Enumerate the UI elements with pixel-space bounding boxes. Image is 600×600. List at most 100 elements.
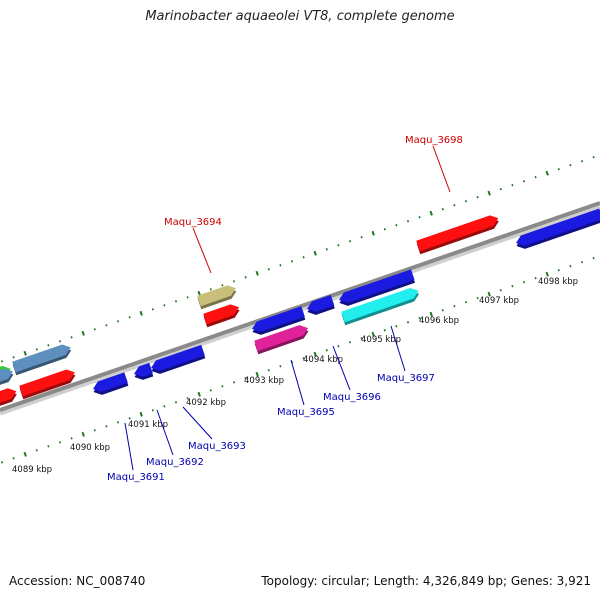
major-tick	[23, 350, 27, 356]
tick-label-4095: 4095 kbp	[361, 335, 401, 345]
tick-label-4094: 4094 kbp	[303, 355, 343, 365]
accession-label: Accession: NC_008740	[9, 574, 146, 588]
minor-tick	[337, 345, 340, 348]
callout-line-3691	[124, 422, 134, 471]
callout-line-3692	[156, 409, 174, 456]
gene-label-3692[interactable]: Maqu_3692	[146, 457, 204, 468]
minor-tick	[395, 224, 398, 227]
minor-tick	[522, 281, 526, 284]
feature-blue-3696b[interactable]	[339, 269, 416, 306]
major-tick	[197, 290, 201, 296]
feature-blue-3699[interactable]	[516, 208, 600, 249]
feature-blue-3691-body	[93, 372, 128, 392]
feature-blue-3696[interactable]	[307, 294, 335, 315]
minor-tick	[418, 317, 421, 320]
minor-tick	[569, 164, 572, 167]
minor-tick	[47, 445, 50, 448]
minor-tick	[163, 304, 166, 307]
major-tick	[313, 351, 317, 357]
major-tick	[139, 310, 143, 316]
minor-tick	[232, 381, 236, 384]
gene-features	[0, 208, 600, 409]
callout-line-3698	[432, 145, 451, 193]
minor-tick	[406, 321, 410, 324]
major-tick	[255, 270, 259, 276]
genome-title: Marinobacter aquaeolei VT8, complete gen…	[145, 9, 455, 24]
minor-tick	[395, 325, 398, 328]
major-tick	[197, 391, 201, 397]
feature-red-3698-body	[416, 215, 499, 252]
minor-tick	[383, 329, 386, 332]
minor-tick	[464, 200, 468, 203]
minor-tick	[302, 256, 305, 259]
tick-labels: 4089 kbp 4090 kbp 4091 kbp 4092 kbp 4093…	[12, 277, 578, 475]
feature-red-3698[interactable]	[416, 215, 499, 255]
minor-tick	[58, 441, 62, 444]
feature-blue-3691[interactable]	[93, 372, 129, 395]
minor-tick	[360, 337, 363, 340]
major-tick	[23, 451, 27, 457]
gene-label-3698[interactable]: Maqu_3698	[405, 135, 463, 146]
gene-label-3691[interactable]: Maqu_3691	[107, 472, 165, 483]
minor-tick	[209, 389, 212, 392]
minor-tick	[116, 421, 120, 424]
minor-tick	[244, 276, 247, 279]
minor-tick	[348, 341, 352, 344]
minor-tick	[267, 369, 270, 372]
minor-tick	[499, 188, 502, 191]
minor-tick	[244, 377, 247, 380]
feature-magenta-3695[interactable]	[254, 325, 309, 355]
minor-tick	[441, 309, 444, 312]
minor-tick	[0, 360, 4, 363]
feature-red-3689[interactable]	[19, 369, 76, 400]
gene-label-3693[interactable]: Maqu_3693	[188, 441, 246, 452]
minor-tick	[557, 168, 560, 171]
minor-tick	[105, 324, 108, 327]
minor-tick	[70, 437, 73, 440]
feature-blue-3699-body	[516, 208, 600, 246]
feature-steel-3690[interactable]	[12, 344, 72, 376]
feature-red-left-a[interactable]	[0, 388, 17, 409]
minor-tick	[12, 457, 15, 460]
minor-tick	[70, 336, 73, 339]
callout-line-3696	[332, 345, 351, 391]
major-tick	[139, 411, 143, 417]
callout-line-3693	[182, 406, 213, 440]
tick-label-4090: 4090 kbp	[70, 443, 110, 453]
feature-blue-3692[interactable]	[134, 362, 154, 380]
genome-stats-label: Topology: circular; Length: 4,326,849 bp…	[261, 574, 591, 588]
minor-tick	[174, 300, 178, 303]
feature-tan-3694a[interactable]	[197, 285, 237, 310]
feature-blue-3693[interactable]	[151, 344, 206, 374]
feature-red-3694[interactable]	[203, 304, 240, 328]
gene-label-3695[interactable]: Maqu_3695	[277, 407, 335, 418]
minor-tick	[534, 277, 537, 280]
feature-blue-3694b[interactable]	[252, 306, 306, 335]
gene-label-3696[interactable]: Maqu_3696	[323, 392, 381, 403]
minor-tick	[476, 297, 479, 300]
minor-tick	[569, 265, 572, 268]
minor-tick	[534, 176, 537, 179]
gene-label-3694[interactable]: Maqu_3694	[164, 217, 222, 228]
major-tick	[81, 330, 85, 336]
major-tick	[255, 371, 259, 377]
gene-labels: Maqu_3691 Maqu_3692 Maqu_3693 Maqu_3694 …	[107, 135, 463, 483]
minor-tick	[221, 385, 224, 388]
minor-tick	[128, 316, 131, 319]
feature-steel-left[interactable]	[0, 368, 14, 387]
feature-tan-3694a-body	[197, 285, 236, 307]
minor-tick	[348, 240, 352, 243]
minor-tick	[511, 184, 514, 187]
major-tick	[545, 271, 549, 277]
minor-tick	[0, 461, 4, 464]
minor-tick	[279, 365, 282, 368]
minor-tick	[186, 397, 189, 400]
feature-cyan-3697[interactable]	[341, 287, 420, 326]
tick-label-4089: 4089 kbp	[12, 465, 52, 475]
minor-tick	[557, 269, 560, 272]
minor-tick	[325, 248, 328, 251]
minor-tick	[12, 356, 15, 359]
minor-tick	[105, 425, 108, 428]
gene-label-3697[interactable]: Maqu_3697	[377, 373, 435, 384]
